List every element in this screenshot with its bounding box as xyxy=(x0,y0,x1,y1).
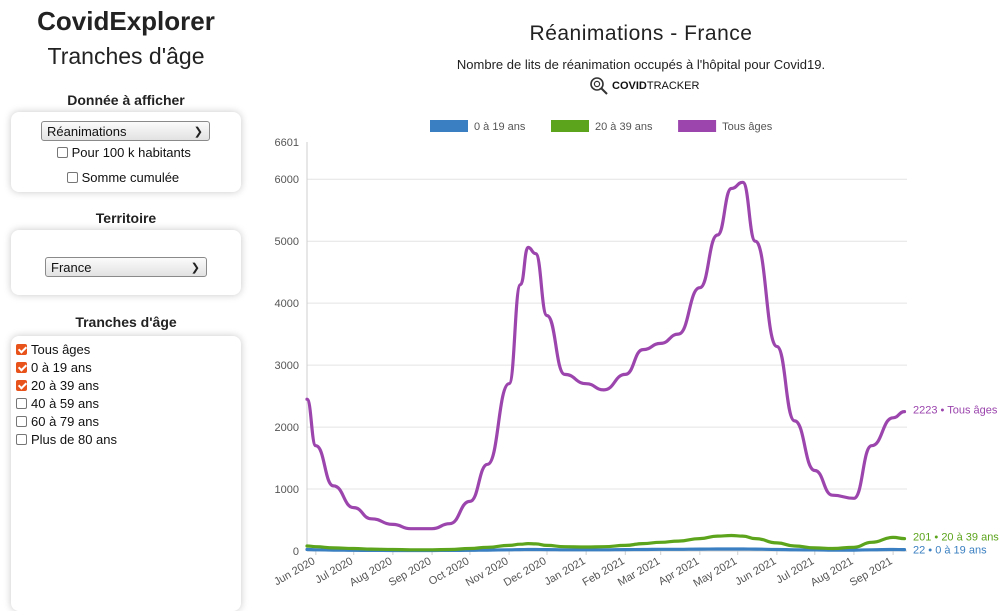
age-option-label: Plus de 80 ans xyxy=(31,432,118,447)
age-option-0-19[interactable]: 0 à 19 ans xyxy=(16,360,92,375)
series-lines xyxy=(305,180,907,553)
x-tick-label: Dec 2020 xyxy=(502,555,549,589)
age-option-label: 60 à 79 ans xyxy=(31,414,99,429)
age-option-20-39[interactable]: 20 à 39 ans xyxy=(16,378,99,393)
legend-label: Tous âges xyxy=(722,121,773,133)
legend-swatch xyxy=(551,120,589,132)
series-line xyxy=(305,180,907,531)
per100k-option[interactable]: Pour 100 k habitants xyxy=(57,145,191,160)
age-checkbox[interactable] xyxy=(16,344,27,355)
x-tick-label: Sep 2021 xyxy=(848,555,895,589)
age-checkbox[interactable] xyxy=(16,416,27,427)
legend-label: 0 à 19 ans xyxy=(474,121,526,133)
x-tick-label: Aug 2020 xyxy=(348,555,395,589)
covidtracker-icon xyxy=(590,77,608,95)
end-label: 22 • 0 à 19 ans xyxy=(913,545,987,557)
source-logo: COVIDTRACKER xyxy=(590,77,699,95)
territory-section-title: Territoire xyxy=(95,210,157,226)
series-line xyxy=(305,533,907,552)
end-label: 2223 • Tous âges xyxy=(913,405,998,417)
age-checkbox[interactable] xyxy=(16,380,27,391)
data-select[interactable]: Réanimations ❯ xyxy=(41,121,210,141)
age-option-80-plus[interactable]: Plus de 80 ans xyxy=(16,432,117,447)
chart-title: Réanimations - France xyxy=(530,22,753,45)
grid xyxy=(306,142,907,552)
y-tick-label: 6000 xyxy=(275,174,299,186)
chart-subtitle: Nombre de lits de réanimation occupés à … xyxy=(457,57,825,72)
x-tick-label: Jun 2021 xyxy=(733,555,778,588)
x-tick-label: Jan 2021 xyxy=(542,555,587,588)
chart: Réanimations - France Nombre de lits de … xyxy=(272,22,999,590)
age-checkbox[interactable] xyxy=(16,362,27,373)
x-tick-label: Nov 2020 xyxy=(464,555,511,589)
per100k-checkbox[interactable] xyxy=(57,147,68,158)
y-tick-label: 0 xyxy=(293,546,299,558)
age-option-40-59[interactable]: 40 à 59 ans xyxy=(16,396,99,411)
legend-label: 20 à 39 ans xyxy=(595,121,653,133)
age-option-label: Tous âges xyxy=(31,342,91,357)
y-axis: 0 1000 2000 3000 4000 5000 6000 6601 xyxy=(275,137,299,558)
source-brand-rest: TRACKER xyxy=(647,80,700,92)
svg-text:COVIDTRACKER: COVIDTRACKER xyxy=(612,80,699,92)
y-tick-label: 2000 xyxy=(275,422,299,434)
legend-swatch xyxy=(430,120,468,132)
data-panel: Réanimations ❯ Pour 100 k habitants Somm… xyxy=(11,112,241,192)
age-option-label: 20 à 39 ans xyxy=(31,378,99,393)
legend: 0 à 19 ans 20 à 39 ans Tous âges xyxy=(430,120,773,133)
territory-panel: France ❯ xyxy=(11,230,241,295)
age-panel: Tous âges 0 à 19 ans 20 à 39 ans 40 à 59… xyxy=(11,336,241,611)
age-checkbox[interactable] xyxy=(16,434,27,445)
x-tick-label: Jun 2020 xyxy=(272,555,317,588)
y-tick-label: 5000 xyxy=(275,236,299,248)
end-label: 201 • 20 à 39 ans xyxy=(913,532,999,544)
chevron-down-icon: ❯ xyxy=(193,126,203,138)
source-brand-bold: COVID xyxy=(612,80,647,92)
app-title: CovidExplorer xyxy=(37,6,215,36)
cumulative-label: Somme cumulée xyxy=(81,170,180,185)
data-section-title: Donnée à afficher xyxy=(67,92,185,108)
age-option-tous-ages[interactable]: Tous âges xyxy=(16,342,90,357)
age-option-label: 40 à 59 ans xyxy=(31,396,99,411)
per100k-label: Pour 100 k habitants xyxy=(71,145,191,160)
data-select-value: Réanimations xyxy=(47,124,127,139)
cumulative-option[interactable]: Somme cumulée xyxy=(67,170,179,185)
age-option-label: 0 à 19 ans xyxy=(31,360,92,375)
y-tick-label: 3000 xyxy=(275,360,299,372)
x-tick-label: May 2021 xyxy=(691,555,739,590)
age-checkbox[interactable] xyxy=(16,398,27,409)
cumulative-checkbox[interactable] xyxy=(67,172,78,183)
territory-select-value: France xyxy=(51,260,92,275)
chevron-down-icon: ❯ xyxy=(190,262,200,274)
territory-select[interactable]: France ❯ xyxy=(45,257,207,277)
page-subtitle: Tranches d'âge xyxy=(47,43,205,69)
age-section-title: Tranches d'âge xyxy=(75,314,177,330)
age-option-60-79[interactable]: 60 à 79 ans xyxy=(16,414,99,429)
sidebar: CovidExplorer Tranches d'âge Donnée à af… xyxy=(0,0,252,611)
y-tick-label: 4000 xyxy=(275,298,299,310)
x-tick-label: Aug 2021 xyxy=(809,555,856,589)
x-tick-label: Sep 2020 xyxy=(387,555,434,589)
x-tick-label: Oct 2020 xyxy=(427,555,472,588)
y-tick-label: 1000 xyxy=(275,484,299,496)
legend-swatch xyxy=(678,120,717,132)
y-tick-label: 6601 xyxy=(275,137,299,149)
